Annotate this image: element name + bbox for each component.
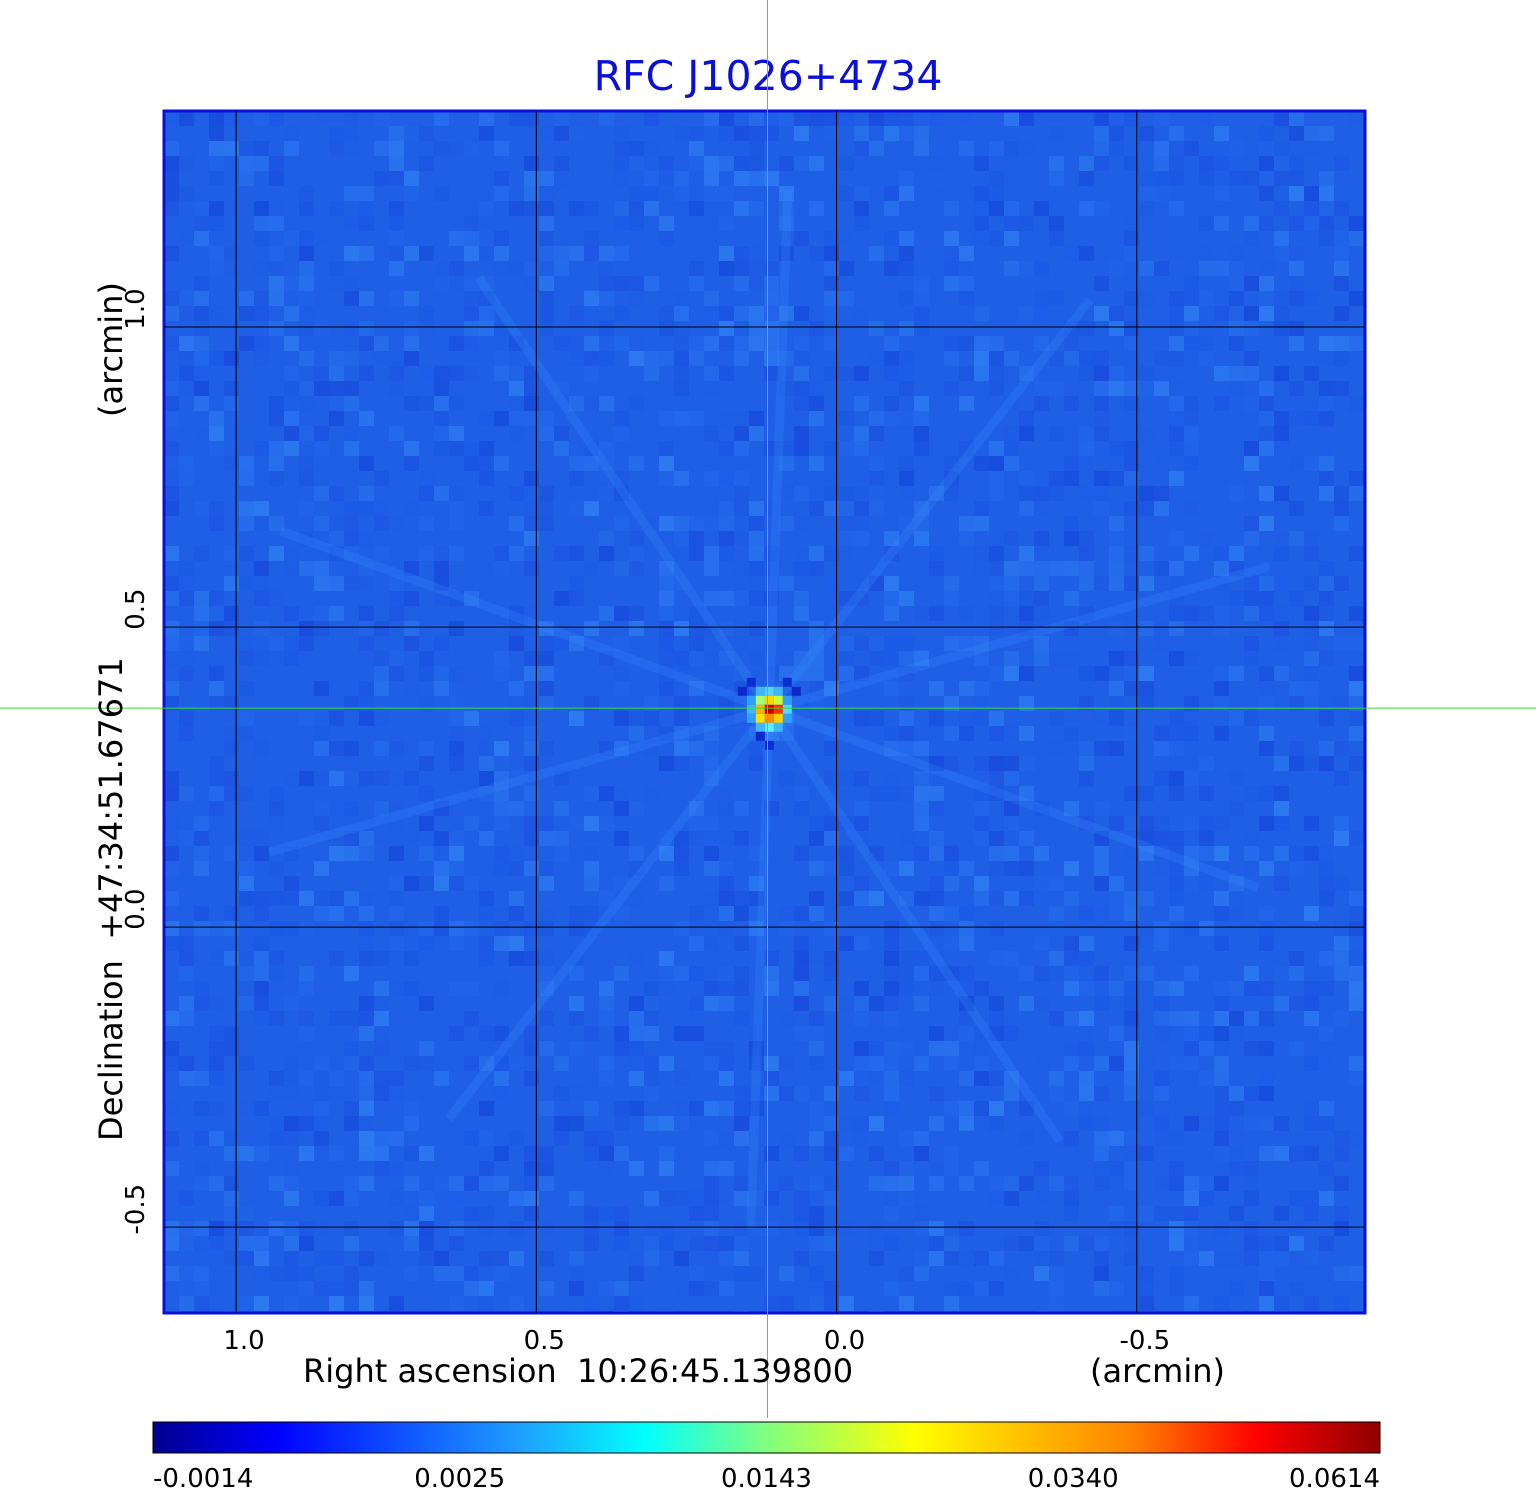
y-axis-label: Declination +47:34:51.67671 [92,657,130,1141]
colorbar: -0.0014 0.0025 0.0143 0.0340 0.0614 [152,1421,1381,1494]
radio-image [162,109,1367,1315]
x-axis-label: Right ascension 10:26:45.139800 [303,1352,854,1390]
colorbar-tick-label: 0.0614 [1289,1464,1380,1494]
y-tick-label: 0.5 [121,588,151,629]
x-tick-label: 1.0 [223,1326,264,1356]
colorbar-tick-label: 0.0340 [1028,1464,1119,1494]
y-axis-unit: (arcmin) [92,282,130,417]
plot-frame [162,109,1367,1315]
y-tick-label: 0.0 [121,888,151,929]
colorbar-tick-label: 0.0025 [414,1464,505,1494]
source-peak [737,677,801,750]
x-tick-label: 0.0 [824,1326,865,1356]
x-tick-label: 0.5 [524,1326,565,1356]
y-tick-label: 1.0 [121,288,151,329]
axis-ticks: 1.0 0.5 0.0 -0.5 1.0 0.5 0.0 -0.5 [121,288,1170,1356]
sidelobe-streaks [268,189,1271,1230]
colorbar-gradient [152,1421,1381,1454]
x-tick-label: -0.5 [1119,1326,1170,1356]
noise-field [164,111,1365,1313]
colorbar-tick-label: 0.0143 [721,1464,812,1494]
colorbar-tick-label: -0.0014 [153,1464,253,1494]
crosshair [0,0,1536,1418]
coordinate-grid [164,111,1365,1313]
x-axis-unit: (arcmin) [1090,1352,1225,1390]
y-tick-label: -0.5 [121,1184,151,1235]
